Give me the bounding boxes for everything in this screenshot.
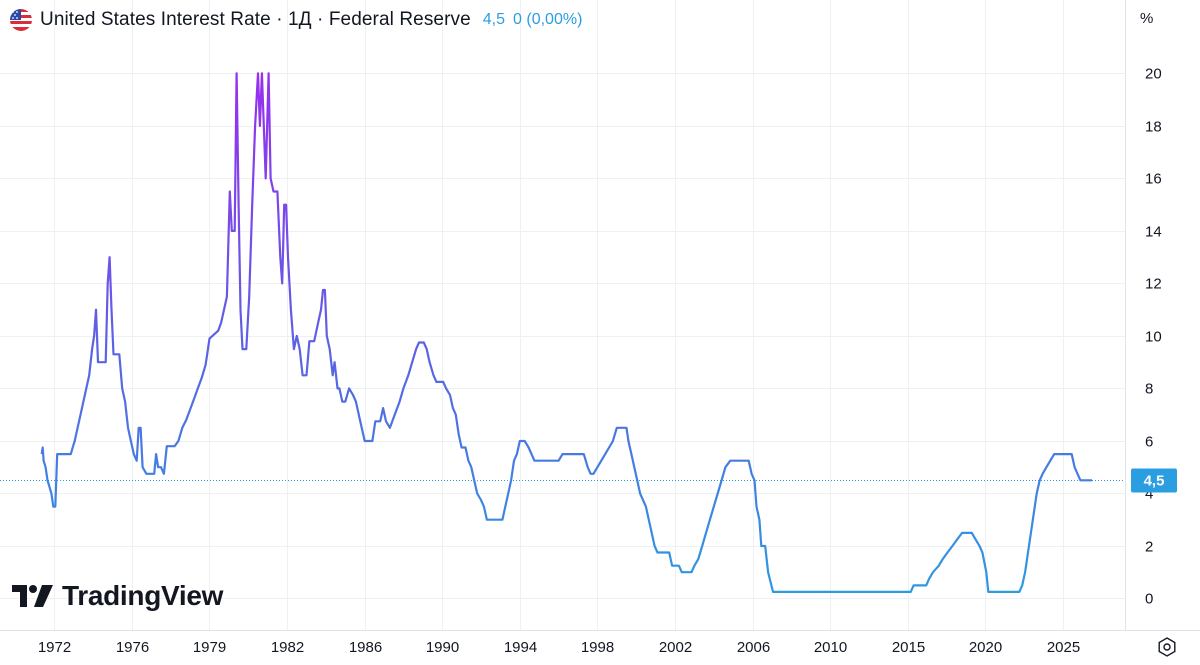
y-tick-label: 6 — [1145, 434, 1153, 451]
x-tick-label: 1972 — [38, 639, 71, 656]
y-tick-label: 14 — [1145, 224, 1162, 241]
x-tick-label: 1982 — [271, 639, 304, 656]
x-tick-label: 1990 — [426, 639, 459, 656]
value-change: 0 (0,00%) — [513, 11, 583, 28]
x-tick-label: 2010 — [814, 639, 847, 656]
x-tick-label: 2015 — [892, 639, 925, 656]
y-tick-label: 20 — [1145, 66, 1162, 83]
y-tick-label: 10 — [1145, 329, 1162, 346]
price-axis-unit[interactable]: % — [1140, 10, 1154, 27]
x-tick-label: 1979 — [193, 639, 226, 656]
y-tick-label: 12 — [1145, 276, 1162, 293]
y-tick-label: 8 — [1145, 381, 1153, 398]
y-tick-label: 16 — [1145, 171, 1162, 188]
y-tick-label: 0 — [1145, 591, 1153, 608]
y-tick-label: 18 — [1145, 119, 1162, 136]
x-tick-label: 2020 — [969, 639, 1002, 656]
x-tick-label: 2002 — [659, 639, 692, 656]
tradingview-logo[interactable]: TradingView — [12, 580, 223, 612]
logo-wordmark: TradingView — [62, 580, 224, 611]
y-tick-label: 4 — [1145, 486, 1153, 503]
grid — [0, 0, 1125, 630]
x-tick-label: 1994 — [504, 639, 537, 656]
x-tick-label: 2025 — [1047, 639, 1080, 656]
us-flag-icon — [10, 9, 32, 31]
y-axis[interactable]: 0 2 4 6 8 10 12 14 16 18 20 — [1145, 66, 1162, 608]
y-tick-label: 2 — [1145, 539, 1153, 556]
chart-legend[interactable]: United States Interest Rate · 1Д · Feder… — [10, 6, 582, 34]
series-line[interactable] — [40, 72, 1092, 593]
tradingview-logo-icon — [12, 585, 53, 607]
last-value-tag-label: 4,5 — [1144, 473, 1165, 490]
x-axis[interactable]: 1972 1976 1979 1982 1986 1990 1994 1998 2002 2006… — [38, 639, 1080, 656]
chart-settings-icon[interactable] — [1156, 636, 1178, 658]
last-value-tag: 4,5 — [1131, 468, 1177, 493]
x-tick-label: 1998 — [581, 639, 614, 656]
last-value: 4,5 — [482, 11, 506, 28]
x-tick-label: 2006 — [737, 639, 770, 656]
x-tick-label: 1986 — [349, 639, 382, 656]
x-tick-label: 1976 — [116, 639, 149, 656]
series-title: United States Interest Rate · 1Д · Feder… — [40, 9, 471, 30]
